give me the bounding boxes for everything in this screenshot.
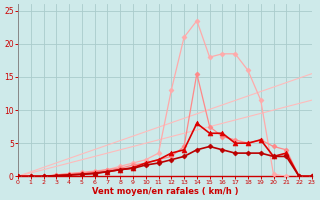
X-axis label: Vent moyen/en rafales ( km/h ): Vent moyen/en rafales ( km/h ) <box>92 187 238 196</box>
